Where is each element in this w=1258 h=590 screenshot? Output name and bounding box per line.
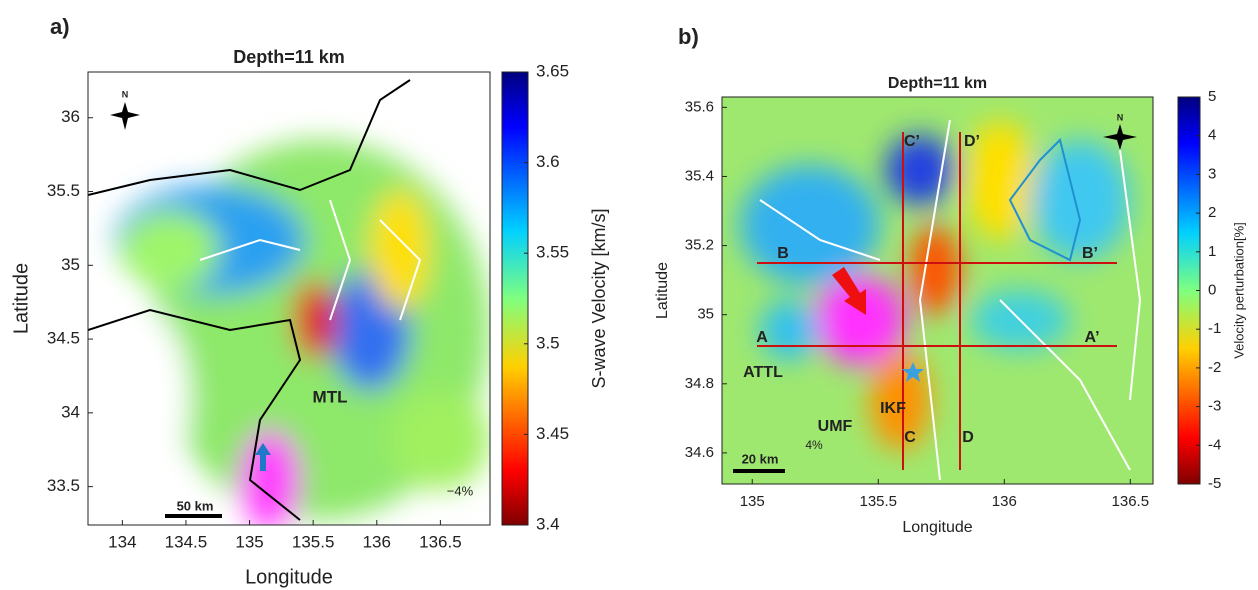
map-annotation: B (777, 245, 789, 262)
map-b-field (722, 97, 1153, 484)
panel-label: a) (50, 14, 70, 39)
x-tick-label: 136 (992, 493, 1017, 510)
colorbar (501, 71, 529, 526)
x-tick-label: 135.5 (292, 532, 335, 551)
map-annotation: A’ (1084, 329, 1099, 346)
colorbar-tick-label: -3 (1208, 398, 1221, 415)
y-tick-label: 35.4 (685, 167, 714, 184)
y-tick-label: 35 (697, 306, 714, 323)
map-annotation: N (1117, 112, 1124, 122)
colorbar-label: Velocity perturbation[%] (1231, 222, 1246, 359)
y-tick-label: 34.6 (685, 444, 714, 461)
map-title: Depth=11 km (888, 75, 987, 92)
x-tick-label: 136.5 (1112, 493, 1150, 510)
map-a-field (88, 72, 490, 525)
x-tick-label: 135.5 (859, 493, 897, 510)
y-tick-label: 34.8 (685, 375, 714, 392)
colorbar-label: S-wave Velocity [km/s] (589, 208, 609, 388)
map-annotation: −4% (447, 483, 474, 498)
map-annotation: 4% (805, 438, 823, 452)
map-annotation: C (904, 429, 916, 446)
y-tick-label: 33.5 (47, 476, 80, 495)
x-axis-label: Longitude (245, 566, 333, 588)
map-annotation: ATTL (743, 364, 783, 381)
colorbar-tick-label: 3.65 (536, 61, 569, 80)
plot-frame (87, 71, 491, 526)
y-tick-label: 34.5 (47, 329, 80, 348)
x-tick-label: 134 (108, 532, 136, 551)
map-title: Depth=11 km (233, 47, 345, 67)
colorbar-tick-label: 3 (1208, 165, 1216, 182)
map-annotation: D’ (964, 133, 980, 150)
map-annotation: IKF (880, 400, 906, 417)
colorbar-tick-label: 3.6 (536, 152, 560, 171)
colorbar-tick-label: 1 (1208, 243, 1216, 260)
colorbar-tick-label: 3.55 (536, 243, 569, 262)
x-tick-label: 136 (363, 532, 391, 551)
colorbar-tick-label: 5 (1208, 88, 1216, 105)
map-annotation: 50 km (177, 498, 214, 513)
x-tick-label: 136.5 (419, 532, 462, 551)
colorbar-tick-label: 4 (1208, 127, 1216, 144)
map-annotation: MTL (313, 387, 348, 406)
colorbar-tick-label: -2 (1208, 359, 1221, 376)
colorbar-tick-label: 3.4 (536, 514, 560, 533)
colorbar-tick-label: 2 (1208, 204, 1216, 221)
map-annotation: A (756, 329, 768, 346)
colorbar-tick-label: 0 (1208, 281, 1216, 298)
y-axis-label: Latitude (10, 263, 32, 334)
x-tick-label: 135 (235, 532, 263, 551)
y-tick-label: 36 (61, 107, 80, 126)
map-annotation: 20 km (742, 451, 779, 466)
colorbar-tick-label: 3.5 (536, 333, 560, 352)
panel-label: b) (678, 24, 699, 49)
colorbar-tick-label: -5 (1208, 475, 1221, 492)
colorbar-tick-label: 3.45 (536, 424, 569, 443)
y-axis-label: Latitude (654, 262, 671, 319)
x-tick-label: 135 (740, 493, 765, 510)
x-tick-label: 134.5 (165, 532, 208, 551)
x-axis-label: Longitude (902, 519, 972, 536)
colorbar-tick-label: -1 (1208, 320, 1221, 337)
map-annotation: D (962, 429, 974, 446)
y-tick-label: 34 (61, 402, 80, 421)
y-tick-label: 35.2 (685, 237, 714, 254)
y-tick-label: 35 (61, 255, 80, 274)
y-tick-label: 35.6 (685, 98, 714, 115)
colorbar-tick-label: -4 (1208, 436, 1221, 453)
map-annotation: C’ (904, 133, 920, 150)
plot-frame (721, 96, 1154, 485)
map-annotation: UMF (818, 418, 853, 435)
map-annotation: N (122, 89, 129, 99)
map-annotation: B’ (1082, 245, 1098, 262)
y-tick-label: 35.5 (47, 181, 80, 200)
